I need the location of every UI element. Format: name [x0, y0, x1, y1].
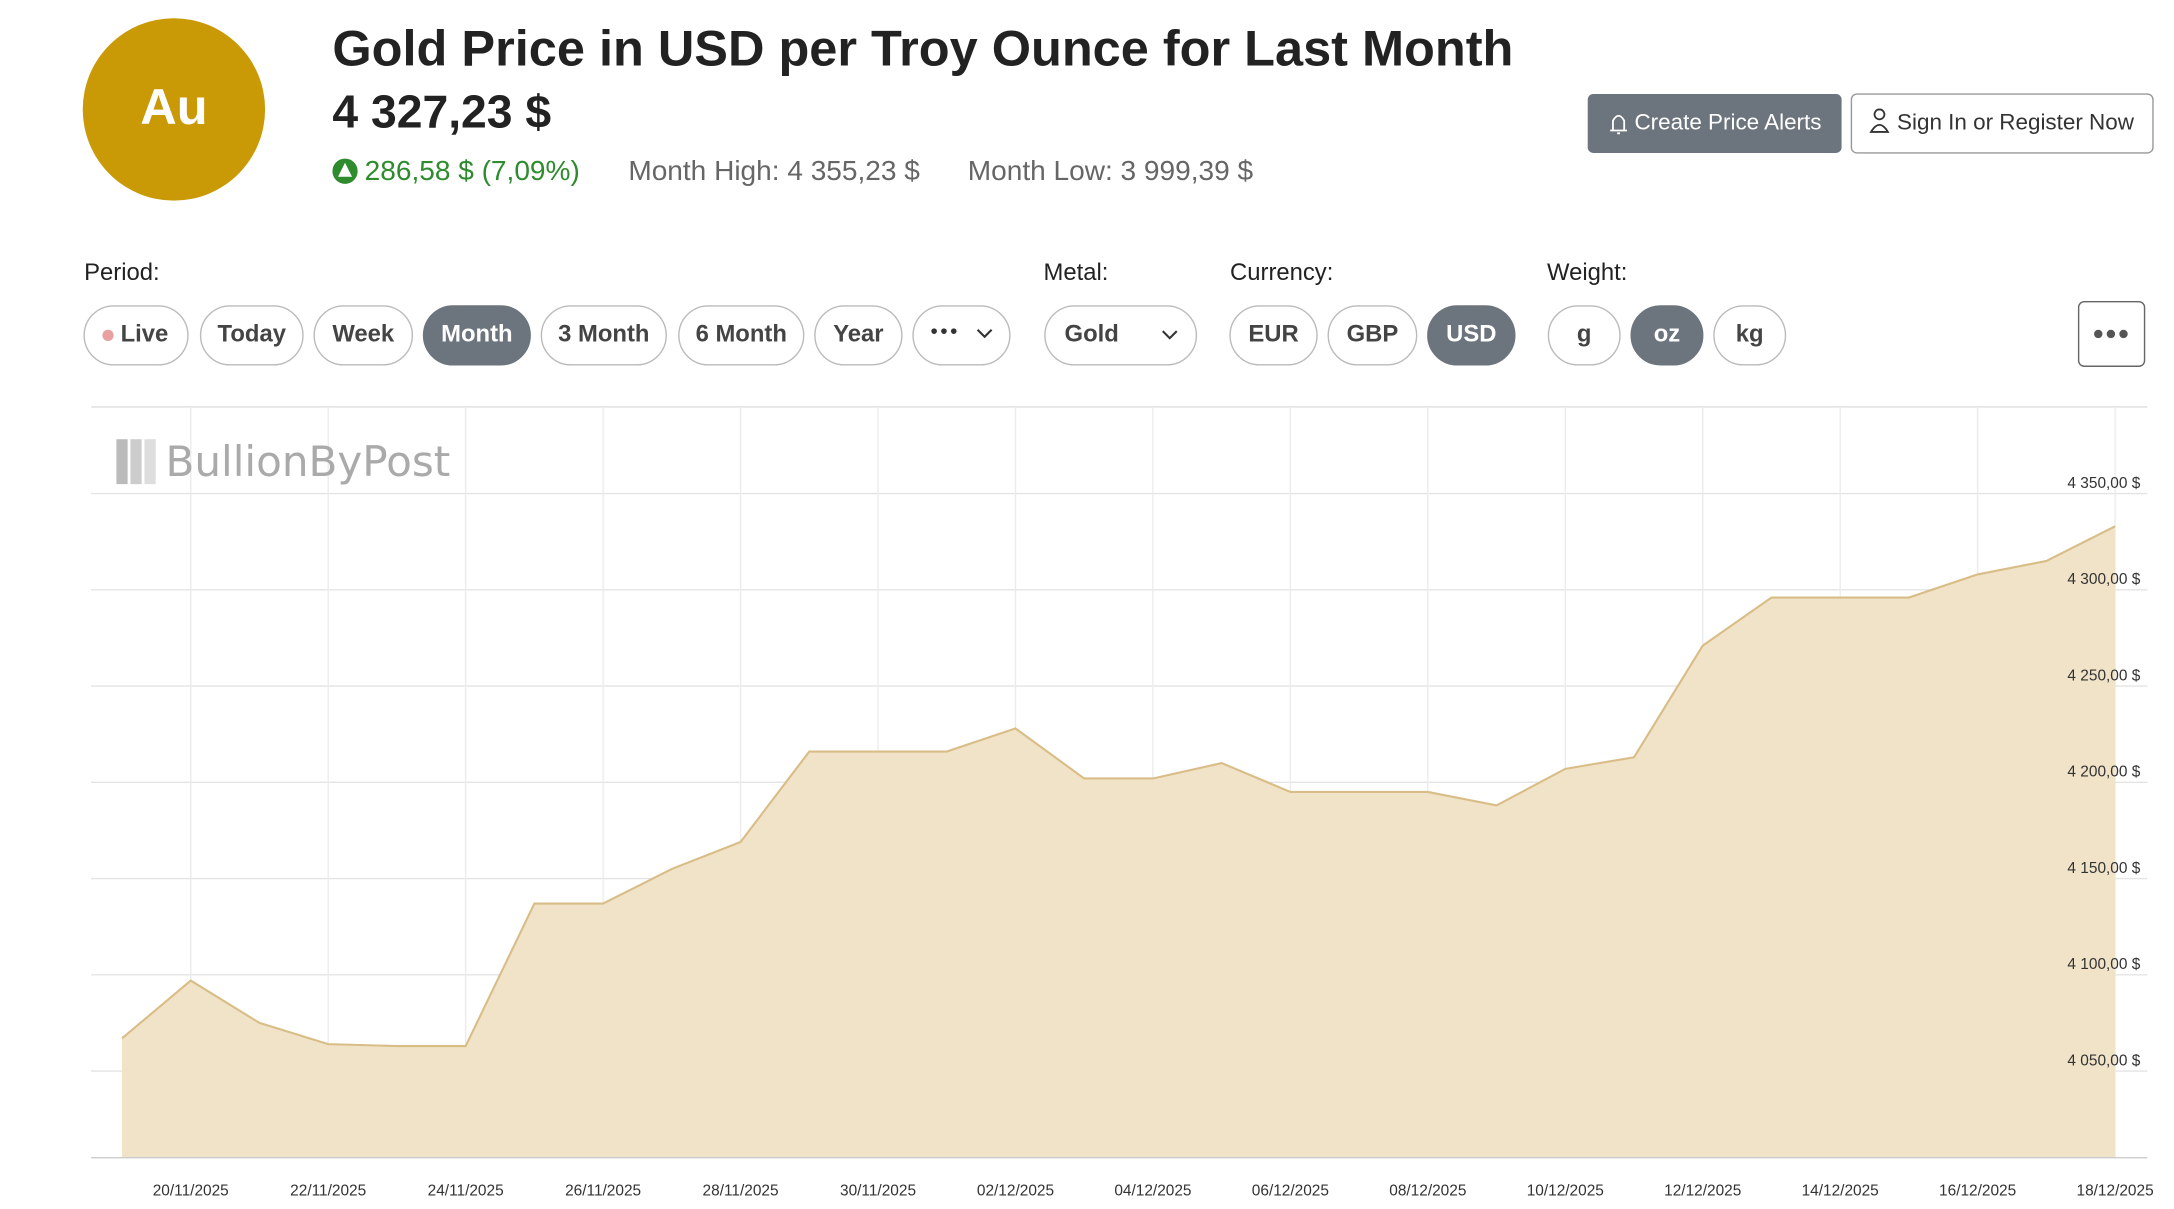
up-arrow — [338, 162, 353, 177]
y-tick-label: 4 250,00 $ — [2067, 667, 2140, 684]
metal-label: Metal: — [1044, 259, 1109, 286]
period-option: Week — [332, 321, 395, 348]
period-option: Live — [121, 321, 169, 348]
x-tick-label: 02/12/2025 — [977, 1182, 1054, 1199]
currency-button[interactable] — [1427, 305, 1516, 366]
period-option: Month — [441, 321, 512, 348]
bell-icon — [1610, 114, 1627, 135]
y-tick-label: 4 050,00 $ — [2067, 1052, 2140, 1069]
month-high: Month High: 4 355,23 $ — [628, 155, 920, 186]
period-label: Period: — [84, 259, 159, 286]
period-option: Year — [833, 321, 883, 348]
live-dot — [102, 329, 114, 341]
y-tick-label: 4 350,00 $ — [2067, 475, 2140, 492]
weight-option: oz — [1654, 321, 1681, 348]
watermark-icon — [116, 439, 156, 485]
create-alerts-button[interactable] — [1587, 94, 1842, 153]
x-tick-label: 26/11/2025 — [565, 1182, 641, 1199]
x-tick-label: 22/11/2025 — [290, 1182, 366, 1199]
metal-select[interactable] — [1044, 305, 1198, 366]
x-tick-label: 30/11/2025 — [840, 1182, 916, 1199]
x-tick-label: 18/12/2025 — [2077, 1182, 2154, 1199]
currency-option: EUR — [1248, 321, 1298, 348]
logo-text: Au — [140, 78, 207, 135]
x-tick-label: 16/12/2025 — [1939, 1182, 2016, 1199]
currency-option: USD — [1446, 321, 1496, 348]
month-low: Month Low: 3 999,39 $ — [968, 155, 1254, 186]
x-tick-label: 28/11/2025 — [703, 1182, 779, 1199]
y-tick-label: 4 300,00 $ — [2067, 571, 2140, 588]
change: 286,58 $ (7,09%) — [365, 155, 580, 186]
currency-option: GBP — [1347, 321, 1399, 348]
sign-in-label: Sign In or Register Now — [1897, 109, 2135, 134]
x-tick-label: 04/12/2025 — [1114, 1182, 1191, 1199]
period-button[interactable] — [678, 305, 805, 366]
area — [122, 526, 2116, 1158]
user-icon — [1869, 108, 1890, 133]
weight-button[interactable] — [1630, 305, 1704, 366]
currency-button[interactable] — [1229, 305, 1318, 366]
price: 4 327,23 $ — [332, 85, 551, 137]
currency-button[interactable] — [1327, 305, 1418, 366]
period-button[interactable] — [422, 305, 531, 366]
weight-label: Weight: — [1547, 259, 1627, 286]
x-tick-label: 20/11/2025 — [153, 1182, 229, 1199]
area-line — [121, 525, 2116, 1048]
period-button[interactable] — [313, 305, 414, 366]
period-option: 3 Month — [558, 321, 649, 348]
y-tick-label: 4 150,00 $ — [2067, 860, 2140, 877]
weight-option: kg — [1736, 321, 1764, 348]
y-tick-label: 4 100,00 $ — [2067, 956, 2140, 973]
sign-in-button[interactable] — [1850, 93, 2154, 154]
chevron — [1161, 330, 1178, 340]
x-tick-label: 06/12/2025 — [1252, 1182, 1329, 1199]
watermark: BullionByPost — [166, 437, 451, 486]
metal-value: Gold — [1065, 321, 1119, 348]
period-button[interactable] — [83, 305, 189, 366]
period-button[interactable] — [814, 305, 903, 366]
options-dots — [2094, 329, 2128, 339]
x-tick-label: 14/12/2025 — [1802, 1182, 1879, 1199]
period-option: 6 Month — [696, 321, 787, 348]
x-tick-label: 12/12/2025 — [1664, 1182, 1741, 1199]
x-tick-label: 10/12/2025 — [1527, 1182, 1604, 1199]
currency-label: Currency: — [1230, 259, 1333, 286]
weight-button[interactable] — [1547, 305, 1621, 366]
weight-option: g — [1577, 321, 1592, 348]
period-option: Today — [218, 321, 287, 348]
more-dots — [931, 328, 957, 334]
title: Gold Price in USD per Troy Ounce for Las… — [332, 19, 1513, 76]
logo-circle — [82, 18, 266, 201]
y-tick-label: 4 200,00 $ — [2067, 764, 2140, 781]
x-tick-label: 08/12/2025 — [1389, 1182, 1466, 1199]
period-more-button[interactable] — [912, 305, 1011, 366]
weight-button[interactable] — [1713, 305, 1787, 366]
create-alerts-label: Create Price Alerts — [1634, 109, 1821, 134]
x-tick-label: 24/11/2025 — [428, 1182, 504, 1199]
period-button[interactable] — [540, 305, 667, 366]
period-button[interactable] — [199, 305, 304, 366]
chevron — [976, 329, 993, 339]
